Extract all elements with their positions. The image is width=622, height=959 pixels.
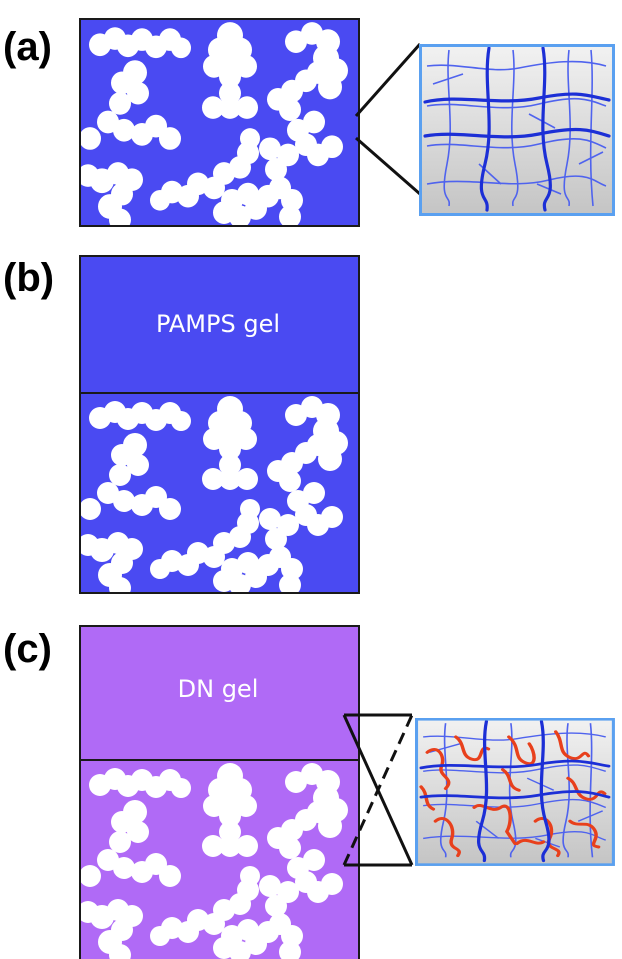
- panel-a-porous-gel: [79, 18, 360, 227]
- panel-b-pamps-layer: PAMPS gel: [79, 255, 360, 394]
- panel-b-gel-border: [79, 392, 360, 594]
- panel-c-zoom-lines: [342, 713, 414, 867]
- panel-a-zoom-lines: [354, 43, 422, 196]
- panel-c-dn-layer: DN gel: [79, 625, 360, 761]
- panel-b: (b) PAMPS gel: [3, 255, 360, 594]
- panel-b-pamps-fill: [79, 255, 360, 394]
- panel-b-pamps-label: PAMPS gel: [156, 310, 280, 338]
- panel-a: (a): [3, 18, 615, 227]
- panel-b-label: (b): [3, 256, 54, 300]
- panel-c-dn-fill: [79, 625, 360, 761]
- panel-a-network-inset: [419, 44, 615, 216]
- panel-a-inset-border: [419, 44, 615, 216]
- panel-a-gel-border: [79, 18, 360, 227]
- panel-b-porous-gel: [79, 392, 360, 594]
- panel-c-inset-border: [415, 718, 615, 866]
- panel-c-label: (c): [3, 627, 52, 671]
- panel-c: (c) DN gel: [3, 625, 615, 959]
- panel-c-network-inset: [415, 718, 615, 866]
- panel-c-dn-label: DN gel: [178, 675, 259, 703]
- panel-c-porous-gel: [79, 759, 360, 959]
- panel-a-label: (a): [3, 25, 52, 69]
